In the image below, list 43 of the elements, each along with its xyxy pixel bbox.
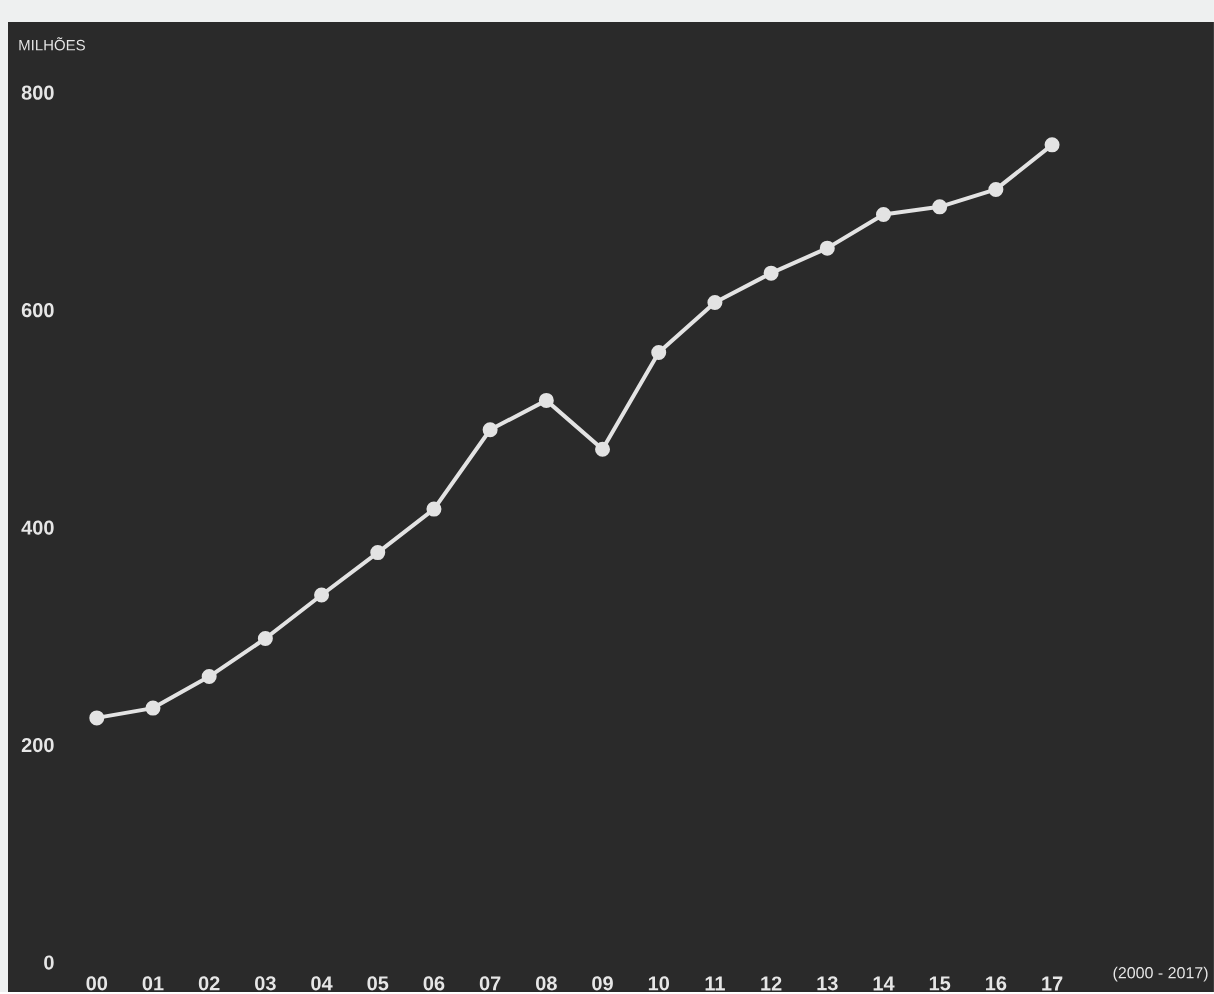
point — [145, 700, 161, 716]
y-tick-label: 0 — [44, 955, 54, 970]
text: (2000 - 2017) — [1113, 966, 1208, 982]
point — [707, 295, 723, 311]
x-tick-label: 05 — [367, 976, 389, 991]
x-tick-label: 17 — [1042, 976, 1063, 991]
x-tick-label: 06 — [423, 976, 445, 991]
point — [932, 199, 948, 215]
x-tick-label: 02 — [198, 976, 220, 991]
point — [875, 207, 891, 223]
point — [595, 441, 611, 457]
point — [201, 669, 217, 685]
y-tick-label: 800 — [21, 85, 54, 100]
y-axis-title: MILHÕES — [19, 37, 85, 51]
point — [763, 265, 779, 281]
point — [538, 393, 554, 409]
x-tick-label: 04 — [311, 976, 333, 991]
point — [988, 182, 1004, 198]
y-tick-label: 600 — [21, 303, 54, 318]
x-tick-label: 07 — [479, 976, 501, 991]
x-tick-label: 11 — [705, 976, 725, 991]
x-tick-label: 10 — [648, 976, 670, 991]
point — [370, 545, 386, 561]
y-tick-label: 400 — [21, 520, 54, 535]
point — [89, 710, 105, 726]
x-tick-label: 15 — [929, 976, 951, 991]
point — [257, 631, 273, 647]
x-tick-label: 14 — [873, 976, 895, 991]
point — [651, 345, 667, 361]
y-tick-label: 200 — [21, 738, 54, 753]
x-tick-label: 09 — [592, 976, 613, 991]
x-tick-label: 08 — [536, 976, 557, 991]
x-tick-label: 00 — [86, 976, 108, 991]
point — [314, 587, 330, 603]
point — [819, 240, 835, 256]
x-tick-label: 03 — [255, 976, 276, 991]
point — [1044, 137, 1060, 153]
x-tick-label: 16 — [986, 976, 1007, 991]
point — [426, 501, 442, 517]
x-tick-label: 01 — [142, 976, 164, 991]
x-tick-label: 12 — [761, 976, 782, 991]
x-tick-label: 13 — [817, 976, 838, 991]
point — [482, 422, 498, 438]
